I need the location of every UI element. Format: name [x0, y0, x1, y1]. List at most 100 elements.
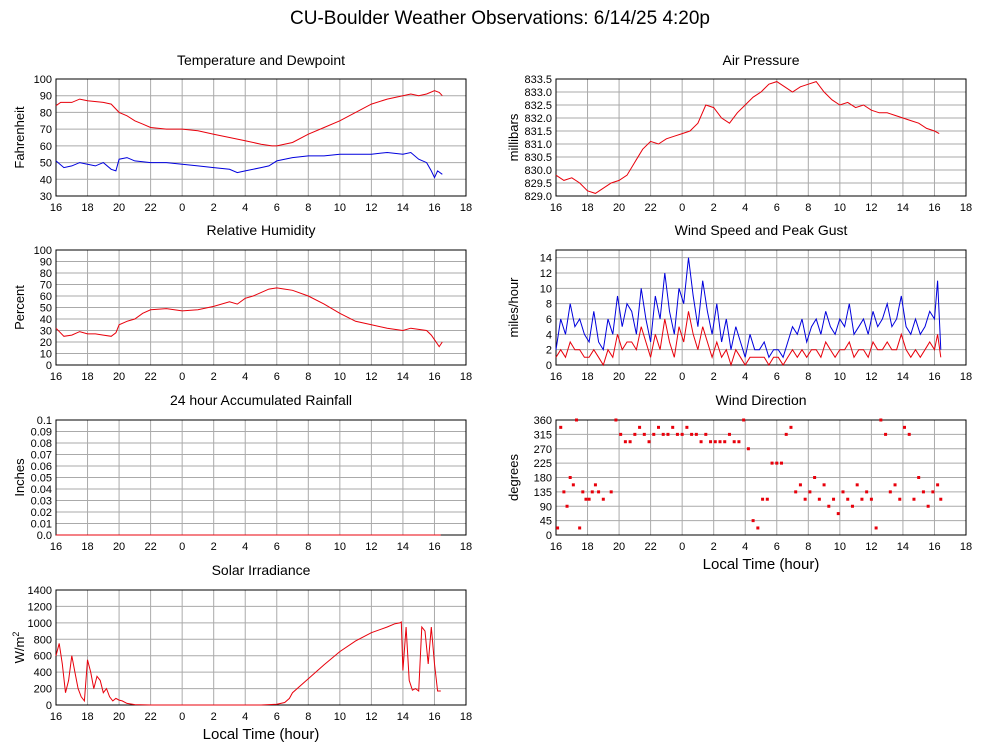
x-tick-label: 14	[397, 371, 409, 383]
data-point	[590, 490, 594, 494]
data-point	[931, 490, 935, 494]
data-point	[699, 440, 703, 444]
x-tick-label: 10	[334, 371, 346, 383]
data-point	[893, 483, 897, 487]
x-tick-label: 2	[211, 541, 217, 553]
x-tick-label: 20	[113, 202, 125, 214]
x-tick-label: 0	[179, 541, 185, 553]
y-tick-label: 40	[40, 174, 52, 186]
data-point	[581, 490, 585, 494]
data-point	[666, 432, 670, 436]
x-tick-label: 12	[865, 541, 877, 553]
x-tick-label: 20	[113, 371, 125, 383]
data-point	[737, 440, 741, 444]
x-tick-label: 6	[774, 371, 780, 383]
y-tick-label: 833.5	[524, 74, 552, 86]
x-tick-label: 20	[113, 711, 125, 723]
x-tick-label: 16	[928, 371, 940, 383]
x-tick-label: 12	[365, 541, 377, 553]
x-tick-label: 6	[774, 202, 780, 214]
y-axis-label: miles/hour	[506, 277, 521, 338]
x-tick-label: 16	[50, 202, 62, 214]
y-tick-label: 0.07	[31, 450, 52, 462]
x-tick-label: 18	[81, 541, 93, 553]
data-point	[874, 526, 878, 530]
data-point	[578, 526, 582, 530]
y-tick-label: 1200	[28, 601, 52, 613]
x-tick-label: 18	[81, 371, 93, 383]
y-tick-label: 30	[40, 191, 52, 203]
data-point	[884, 432, 888, 436]
chart-title: Relative Humidity	[207, 222, 316, 238]
x-tick-label: 14	[397, 711, 409, 723]
x-tick-label: 22	[144, 711, 156, 723]
series-line-wind-1	[555, 311, 942, 367]
series-line-temp-1	[55, 151, 443, 179]
y-tick-label: 50	[40, 303, 52, 315]
data-point	[822, 483, 826, 487]
y-tick-label: 270	[534, 444, 552, 456]
y-tick-label: 800	[34, 634, 52, 646]
data-point	[798, 483, 802, 487]
y-axis-label: W/m2	[11, 632, 27, 664]
x-tick-label: 12	[865, 371, 877, 383]
data-point	[756, 526, 760, 530]
x-tick-label: 12	[365, 202, 377, 214]
x-axis-label: Local Time (hour)	[203, 726, 320, 743]
y-tick-label: 80	[40, 107, 52, 119]
x-tick-label: 16	[928, 202, 940, 214]
y-tick-label: 2	[546, 345, 552, 357]
data-point	[642, 432, 646, 436]
y-tick-label: 225	[534, 458, 552, 470]
x-tick-label: 14	[897, 541, 909, 553]
y-tick-label: 0.0	[37, 530, 52, 542]
x-tick-label: 8	[805, 541, 811, 553]
data-point	[936, 483, 940, 487]
data-point	[713, 440, 717, 444]
y-tick-label: 70	[40, 280, 52, 292]
y-tick-label: 0.08	[31, 438, 52, 450]
y-tick-label: 832.0	[524, 113, 552, 125]
x-tick-label: 0	[179, 711, 185, 723]
x-tick-label: 2	[211, 711, 217, 723]
y-tick-label: 135	[534, 487, 552, 499]
data-point	[680, 432, 684, 436]
y-tick-label: 0.06	[31, 461, 52, 473]
plot-frame	[555, 78, 967, 197]
x-tick-label: 18	[960, 541, 972, 553]
y-tick-label: 0	[546, 360, 552, 372]
data-point	[794, 490, 798, 494]
data-point	[685, 425, 689, 429]
x-tick-label: 20	[613, 371, 625, 383]
y-tick-label: 1000	[28, 618, 52, 630]
x-tick-label: 10	[834, 541, 846, 553]
data-point	[647, 440, 651, 444]
x-tick-label: 16	[428, 202, 440, 214]
x-tick-label: 18	[960, 371, 972, 383]
x-tick-label: 16	[428, 371, 440, 383]
x-tick-label: 8	[805, 202, 811, 214]
x-tick-label: 0	[179, 371, 185, 383]
data-point	[661, 432, 665, 436]
data-point	[587, 497, 591, 501]
y-tick-label: 830.5	[524, 152, 552, 164]
data-point	[732, 440, 736, 444]
y-tick-label: 60	[40, 141, 52, 153]
data-point	[855, 483, 859, 487]
x-tick-label: 18	[581, 541, 593, 553]
x-tick-label: 4	[242, 202, 248, 214]
data-point	[571, 483, 575, 487]
y-axis-label: millibars	[506, 113, 521, 161]
data-point	[565, 504, 569, 508]
data-point	[850, 504, 854, 508]
data-point	[903, 425, 906, 429]
y-tick-label: 0	[46, 360, 52, 372]
series-line-wind-0	[555, 257, 942, 359]
x-tick-label: 18	[460, 541, 472, 553]
chart-title: 24 hour Accumulated Rainfall	[170, 392, 352, 408]
x-tick-label: 4	[242, 541, 248, 553]
chart-rain: 24 hour Accumulated Rainfall 16 18 20 22 0 2 4 6…	[12, 392, 472, 553]
x-tick-label: 18	[581, 202, 593, 214]
y-tick-label: 0.01	[31, 519, 52, 531]
data-point	[780, 461, 783, 465]
